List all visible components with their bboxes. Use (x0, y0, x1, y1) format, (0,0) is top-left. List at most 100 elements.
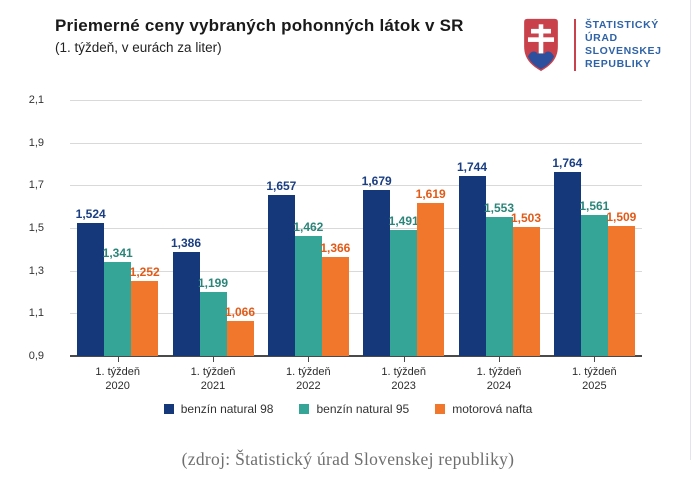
bar (607, 226, 635, 356)
x-axis-label-week: 1. týždeň (286, 366, 331, 378)
legend-label: motorová nafta (452, 402, 533, 416)
legend-swatch (299, 404, 310, 414)
bar (580, 214, 608, 356)
x-axis-label-week: 1. týždeň (95, 366, 140, 378)
y-tick-label: 1,1 (28, 307, 44, 320)
x-axis-label-year: 2024 (486, 380, 512, 393)
bar-value-label: 1,491 (388, 213, 419, 228)
x-axis-label-week: 1. týždeň (572, 366, 617, 378)
bar (199, 292, 227, 356)
legend-item: benzín natural 95 (299, 402, 409, 416)
bar-value-label: 1,386 (170, 236, 202, 251)
bar-value-label: 1,619 (415, 186, 446, 201)
x-axis-label-year: 2021 (200, 380, 226, 393)
gridline (70, 142, 642, 144)
x-axis-label: 1. týždeň 2021 (191, 365, 236, 394)
bar (485, 216, 513, 356)
logo-text: ŠTATISTICKÝ ÚRAD SLOVENSKEJ REPUBLIKY (585, 19, 662, 70)
legend-swatch (435, 404, 446, 414)
bar (294, 236, 322, 356)
susr-logo: ŠTATISTICKÝ ÚRAD SLOVENSKEJ REPUBLIKY (518, 16, 662, 74)
x-axis-tick (403, 357, 405, 362)
x-axis-tick (594, 357, 596, 362)
x-axis-tick (499, 357, 500, 362)
bar-value-label: 1,509 (606, 210, 637, 225)
bar-value-label: 1,366 (320, 240, 351, 255)
logo-text-line: REPUBLIKY (585, 57, 652, 70)
bar-value-label: 1,462 (293, 220, 324, 235)
bar (104, 261, 132, 356)
chart-title: Priemerné ceny vybraných pohonných látok… (55, 16, 464, 35)
bar-value-label: 1,199 (197, 276, 229, 291)
chart-subtitle: (1. týždeň, v eurách za liter) (55, 40, 222, 55)
bar (363, 189, 391, 356)
logo-text-line: ÚRAD (585, 32, 618, 45)
bar-value-label: 1,252 (129, 264, 160, 279)
x-axis-label: 1. týždeň 2025 (572, 365, 617, 394)
logo-text-line: SLOVENSKEJ (585, 45, 662, 57)
bar-value-label: 1,561 (579, 198, 610, 213)
y-tick-label: 1,7 (28, 179, 44, 192)
y-axis: 2,1 1,9 1,7 1,5 1,3 1,1 0,9 (0, 94, 58, 362)
bar-value-label: 1,341 (102, 245, 133, 260)
gridline (70, 185, 642, 187)
bar (512, 227, 540, 356)
legend-swatch (163, 404, 174, 414)
bar (458, 175, 486, 356)
gridline (70, 313, 642, 315)
y-tick-label: 1,9 (28, 136, 44, 149)
plot-area: 1,524 1,341 1,252 1. týždeň 2020 1,386 1,199 1,… (70, 100, 642, 392)
legend-label: benzín natural 95 (316, 402, 410, 416)
x-axis-tick (117, 357, 119, 362)
x-axis-label: 1. týždeň 2020 (95, 365, 140, 394)
y-tick-label: 2,1 (28, 94, 44, 106)
x-axis-label-year: 2022 (296, 380, 321, 393)
bar (131, 280, 159, 356)
y-tick-label: 1,3 (28, 264, 44, 277)
y-tick-label: 1,5 (28, 222, 44, 234)
x-axis-label: 1. týždeň 2023 (381, 365, 426, 394)
bar-chart: 2,1 1,9 1,7 1,5 1,3 1,1 0,9 1,524 1,341 1,252 1. … (0, 92, 696, 392)
legend: benzín natural 98 benzín natural 95 motoro… (0, 399, 696, 419)
x-axis-label-year: 2023 (391, 380, 416, 393)
bar (172, 252, 200, 356)
x-axis-label-week: 1. týždeň (476, 366, 522, 378)
legend-label: benzín natural 98 (180, 402, 274, 416)
legend-item: motorová nafta (435, 402, 532, 416)
legend-item: benzín natural 98 (163, 402, 274, 416)
x-axis-label: 1. týždeň 2024 (477, 365, 522, 394)
chart-header: Priemerné ceny vybraných pohonných látok… (0, 0, 696, 88)
x-axis-tick (308, 357, 310, 362)
bar-value-label: 1,553 (483, 200, 515, 215)
x-axis-label: 1. týždeň 2022 (286, 365, 331, 394)
x-axis-line (70, 355, 642, 357)
y-tick-label: 0,9 (28, 350, 44, 362)
bar (321, 256, 349, 356)
bar (77, 222, 105, 356)
bar-value-label: 1,066 (224, 304, 256, 319)
logo-text-line: ŠTATISTICKÝ (585, 19, 659, 32)
bar (390, 229, 418, 356)
x-axis-label-year: 2025 (582, 380, 607, 393)
gridline (70, 270, 642, 272)
bar-value-label: 1,503 (510, 211, 542, 226)
gridline (70, 228, 642, 229)
bar-value-label: 1,744 (456, 159, 488, 174)
x-axis-label-year: 2020 (105, 380, 130, 393)
x-axis-tick (213, 357, 214, 362)
bar-value-label: 1,764 (552, 155, 583, 170)
bar-value-label: 1,679 (361, 173, 392, 188)
bar (226, 320, 254, 356)
gridline (70, 100, 642, 101)
x-axis-label-week: 1. týždeň (381, 366, 426, 378)
slovak-coat-of-arms-icon (524, 18, 558, 72)
bar (417, 202, 445, 356)
page-right-border (690, 0, 691, 460)
bar-value-label: 1,657 (266, 178, 297, 193)
bar-value-label: 1,524 (75, 206, 106, 221)
source-caption: (zdroj: Štatistický úrad Slovenskej repu… (181, 449, 515, 469)
bar (267, 194, 295, 356)
bar (553, 171, 581, 356)
logo-separator (574, 19, 576, 71)
